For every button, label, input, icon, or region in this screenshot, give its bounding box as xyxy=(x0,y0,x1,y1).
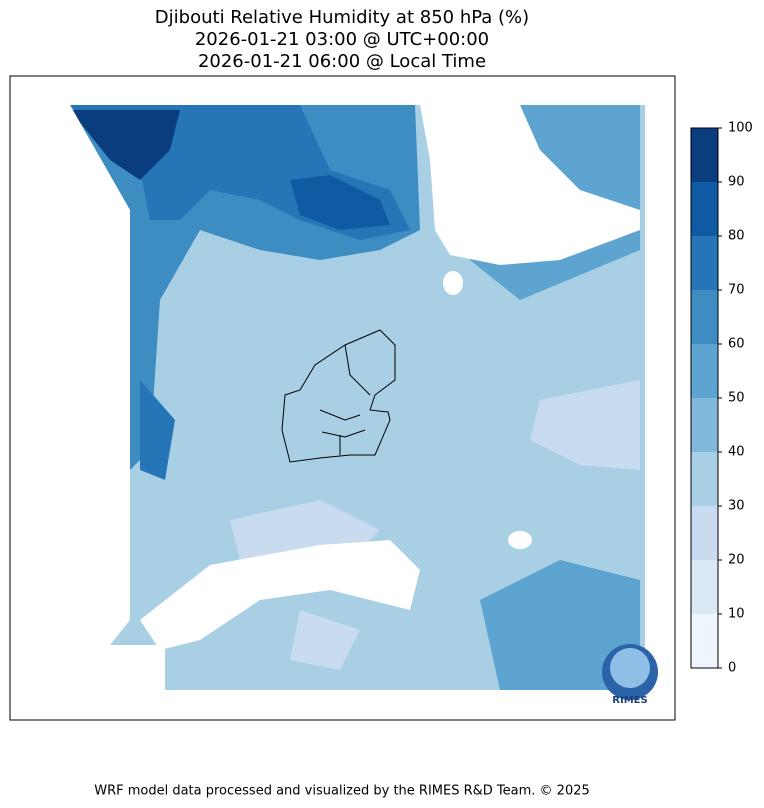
title-line: 2026-01-21 06:00 @ Local Time xyxy=(198,51,486,72)
colorbar-segment xyxy=(691,452,718,506)
colorbar-tick-label: 50 xyxy=(728,391,745,406)
colorbar-tick-label: 70 xyxy=(728,283,745,298)
colorbar-tick-label: 40 xyxy=(728,445,745,460)
colorbar-segment xyxy=(691,614,718,668)
colorbar-segment xyxy=(691,344,718,398)
humidity-zone xyxy=(480,560,640,690)
colorbar-segment xyxy=(691,290,718,344)
title-line: Djibouti Relative Humidity at 850 hPa (%… xyxy=(155,7,529,28)
colorbar-segment xyxy=(691,128,718,182)
humidity-zone xyxy=(290,175,390,230)
no-data xyxy=(420,105,640,265)
humidity-zone xyxy=(290,610,360,670)
map xyxy=(40,105,645,690)
humidity-zone xyxy=(140,380,175,480)
humidity-zone xyxy=(70,110,180,180)
colorbar-frame xyxy=(690,127,719,669)
colorbar-segment xyxy=(691,236,718,290)
logo-emblem xyxy=(610,648,650,688)
colorbar-tick-label: 100 xyxy=(728,121,753,136)
colorbar-tick-label: 80 xyxy=(728,229,745,244)
colorbar: 0 10 20 30 40 50 60 70 80 90 100 xyxy=(691,121,753,676)
colorbar-segment xyxy=(691,506,718,560)
logo: RIMES xyxy=(602,644,658,706)
colorbar-segment xyxy=(691,398,718,452)
colorbar-tick-label: 60 xyxy=(728,337,745,352)
title-line: 2026-01-21 03:00 @ UTC+00:00 xyxy=(195,29,489,50)
map-frame xyxy=(9,75,676,721)
no-data xyxy=(140,540,420,650)
colorbar-tick-label: 20 xyxy=(728,553,745,568)
colorbar-segment xyxy=(691,182,718,236)
humidity-zone xyxy=(530,380,640,470)
colorbar-tick-label: 30 xyxy=(728,499,745,514)
no-data xyxy=(508,531,532,549)
footer: WRF model data processed and visualized … xyxy=(94,784,590,799)
logo-text: RIMES xyxy=(612,695,647,706)
no-data xyxy=(40,645,165,690)
colorbar-tick-label: 90 xyxy=(728,175,745,190)
colorbar-tick-label: 0 xyxy=(728,661,736,676)
no-data xyxy=(443,271,463,295)
colorbar-segment xyxy=(691,560,718,614)
colorbar-tick-label: 10 xyxy=(728,607,745,622)
no-data xyxy=(40,105,130,645)
country-border xyxy=(281,329,396,463)
